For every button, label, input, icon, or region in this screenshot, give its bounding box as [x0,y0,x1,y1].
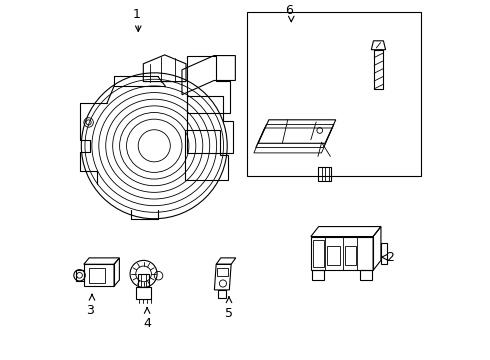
Bar [344,246,356,265]
Bar [138,274,149,287]
Bar [311,237,373,270]
Text: 2: 2 [386,251,394,264]
Text: 4: 4 [143,317,151,330]
Bar [136,287,151,299]
Bar [327,246,341,265]
Bar [247,12,421,176]
Bar [84,264,114,286]
Bar [313,240,324,267]
Bar [90,268,105,283]
Bar [217,268,228,276]
Text: 6: 6 [286,4,294,17]
Bar [218,290,226,298]
Bar [381,243,388,264]
Text: 5: 5 [225,307,233,320]
Text: 3: 3 [86,304,94,317]
Text: 1: 1 [132,8,141,21]
